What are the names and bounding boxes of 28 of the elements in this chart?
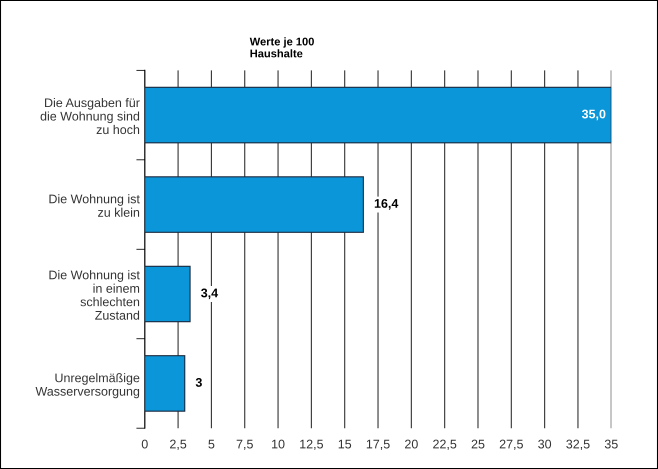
x-tick-label: 35 — [604, 440, 618, 448]
bar — [144, 355, 186, 412]
data-label: 3 — [196, 378, 202, 387]
x-tick-label: 15 — [338, 440, 352, 448]
x-tick-label: 32,5 — [566, 440, 590, 450]
x-tick-label: 10 — [272, 440, 285, 448]
chart-title: Werte je 100 Haushalte — [250, 37, 314, 58]
x-tick-label: 22,5 — [433, 440, 456, 450]
x-tick-label: 12,5 — [300, 440, 324, 450]
bar — [144, 176, 364, 233]
x-tick-label: 27,5 — [500, 440, 523, 450]
y-tick-label: Die Ausgaben für die Wohnung sind zu hoch — [40, 98, 140, 134]
x-tick-label: 20 — [405, 440, 418, 448]
x-tick-label: 2,5 — [170, 440, 186, 450]
x-tick-label: 0 — [142, 440, 148, 448]
y-tick-label: Die Wohnung ist zu klein — [49, 194, 140, 217]
data-label: 35,0 — [582, 110, 606, 120]
y-tick-label: Unregelmäßige Wasserversorgung — [36, 373, 140, 398]
x-tick-label: 7,5 — [236, 440, 253, 450]
bar — [144, 266, 191, 322]
x-tick-label: 30 — [538, 440, 552, 448]
bar — [144, 86, 612, 144]
data-label: 16,4 — [374, 199, 398, 210]
x-tick-label: 25 — [472, 440, 484, 448]
x-tick-label: 5 — [208, 440, 214, 448]
y-tick-label: Die Wohnung ist in einem schlechten Zustand — [49, 270, 140, 320]
x-tick-label: 17,5 — [366, 440, 390, 450]
data-label: 3,4 — [201, 288, 218, 300]
